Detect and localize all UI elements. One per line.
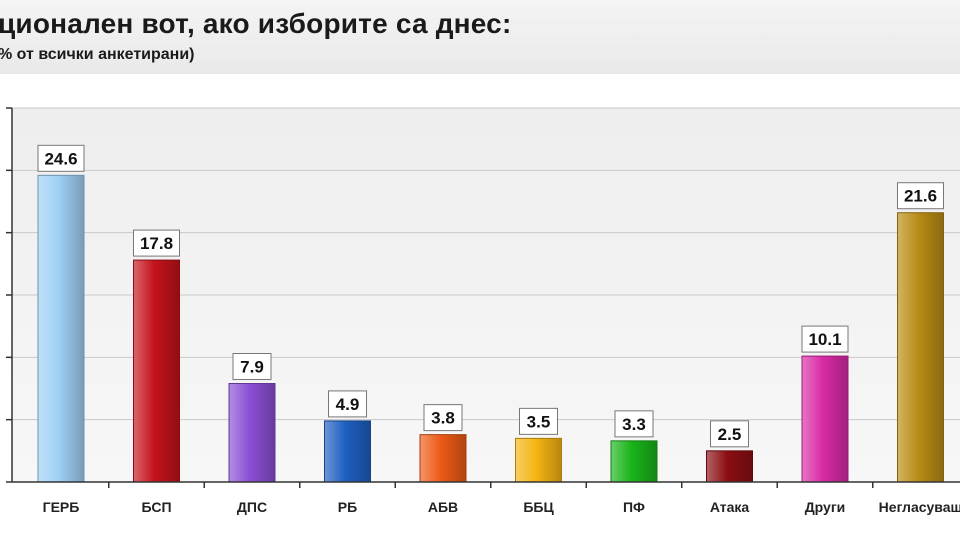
value-label: 3.8 — [431, 409, 455, 428]
value-label: 3.5 — [527, 412, 551, 431]
value-label-box — [710, 420, 749, 448]
axes — [6, 107, 960, 488]
category-label: Негласуващ — [879, 499, 960, 515]
value-label: 3.3 — [622, 415, 646, 434]
bar-5 — [419, 434, 467, 483]
category-label: РБ — [338, 499, 357, 515]
bar-6 — [515, 437, 562, 483]
value-label-box — [133, 229, 180, 257]
category-label: Други — [805, 499, 846, 515]
category-label: АБВ — [428, 499, 458, 515]
value-label-box — [423, 404, 463, 432]
value-label: 7.9 — [240, 358, 264, 377]
value-label-box — [614, 410, 654, 438]
bar-7 — [610, 440, 658, 483]
category-labels-group: ГЕРБ БСП ДПС РБ АБВ ББЦ ПФ Атака Други Негласуващ — [43, 499, 960, 515]
category-label: ПФ — [623, 499, 645, 515]
bar-8 — [706, 450, 753, 483]
bar-10 — [897, 212, 944, 483]
chart-header: ционален вот, ако изборите са днес: % от… — [0, 0, 960, 74]
bar-2 — [133, 259, 180, 483]
category-label: ББЦ — [523, 499, 554, 515]
value-label: 21.6 — [904, 187, 937, 206]
value-label-box — [37, 144, 85, 172]
category-label: БСП — [141, 499, 171, 515]
bar-9 — [801, 355, 849, 483]
value-labels-group: 24.6 17.8 7.9 4.9 3.8 3.5 3.3 2.5 10.1 21.6 — [37, 144, 944, 448]
bar-1 — [37, 174, 85, 483]
value-label-box — [801, 325, 849, 353]
category-label: ДПС — [237, 499, 267, 515]
value-label-box — [328, 390, 367, 418]
bar-3 — [228, 383, 276, 483]
value-label-box — [897, 182, 944, 210]
category-label: Атака — [710, 499, 750, 515]
value-label: 2.5 — [718, 425, 742, 444]
value-label: 4.9 — [336, 395, 360, 414]
bars-group — [37, 174, 944, 483]
value-label-box — [232, 353, 272, 381]
value-label: 10.1 — [808, 330, 841, 349]
bar-4 — [324, 420, 371, 483]
value-label: 24.6 — [44, 149, 77, 168]
category-label: ГЕРБ — [43, 499, 80, 515]
value-label: 17.8 — [140, 234, 173, 253]
chart-subtitle: % от всички анкетирани) — [0, 46, 195, 63]
value-label-box — [519, 407, 558, 435]
chart-title: ционален вот, ако изборите са днес: — [0, 8, 512, 39]
